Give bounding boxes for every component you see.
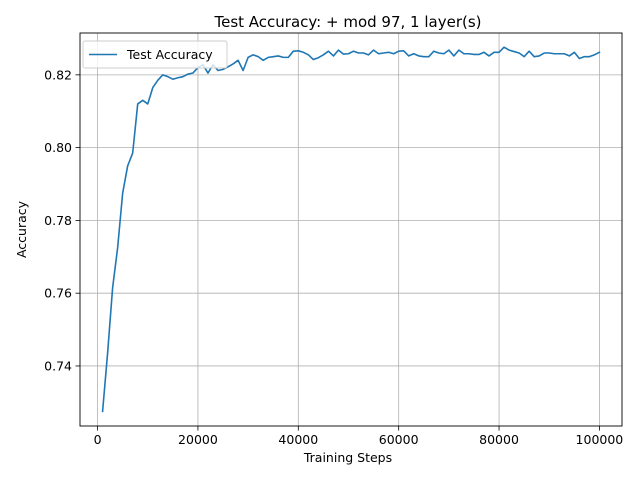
- legend: Test Accuracy: [82, 40, 228, 69]
- y-axis-label: Accuracy: [14, 200, 29, 258]
- plot-area: [80, 33, 622, 426]
- legend-label: Test Accuracy: [126, 47, 213, 62]
- y-tick-label: 0.80: [44, 140, 72, 155]
- x-tick-label: 0: [94, 432, 102, 447]
- legend-box: [82, 40, 228, 69]
- x-tick-label: 60000: [379, 432, 419, 447]
- series-line-test-accuracy: [101, 46, 601, 413]
- x-tick-label: 20000: [178, 432, 218, 447]
- y-tick-label: 0.82: [44, 67, 72, 82]
- series-layer: [101, 46, 601, 413]
- tick-layer: 0 20000 40000 60000 80000 100000 0.74 0.76 0.78 0…: [44, 67, 623, 447]
- x-tick-label: 80000: [479, 432, 519, 447]
- x-tick-label: 100000: [576, 432, 624, 447]
- x-tick-label: 40000: [278, 432, 318, 447]
- y-tick-label: 0.78: [44, 213, 72, 228]
- y-tick-label: 0.76: [44, 286, 72, 301]
- chart-title: Test Accuracy: + mod 97, 1 layer(s): [213, 13, 481, 31]
- grid-lines: [80, 33, 622, 426]
- y-tick-label: 0.74: [44, 358, 72, 373]
- x-axis-label: Training Steps: [303, 450, 392, 465]
- plot-frame: [79, 32, 623, 427]
